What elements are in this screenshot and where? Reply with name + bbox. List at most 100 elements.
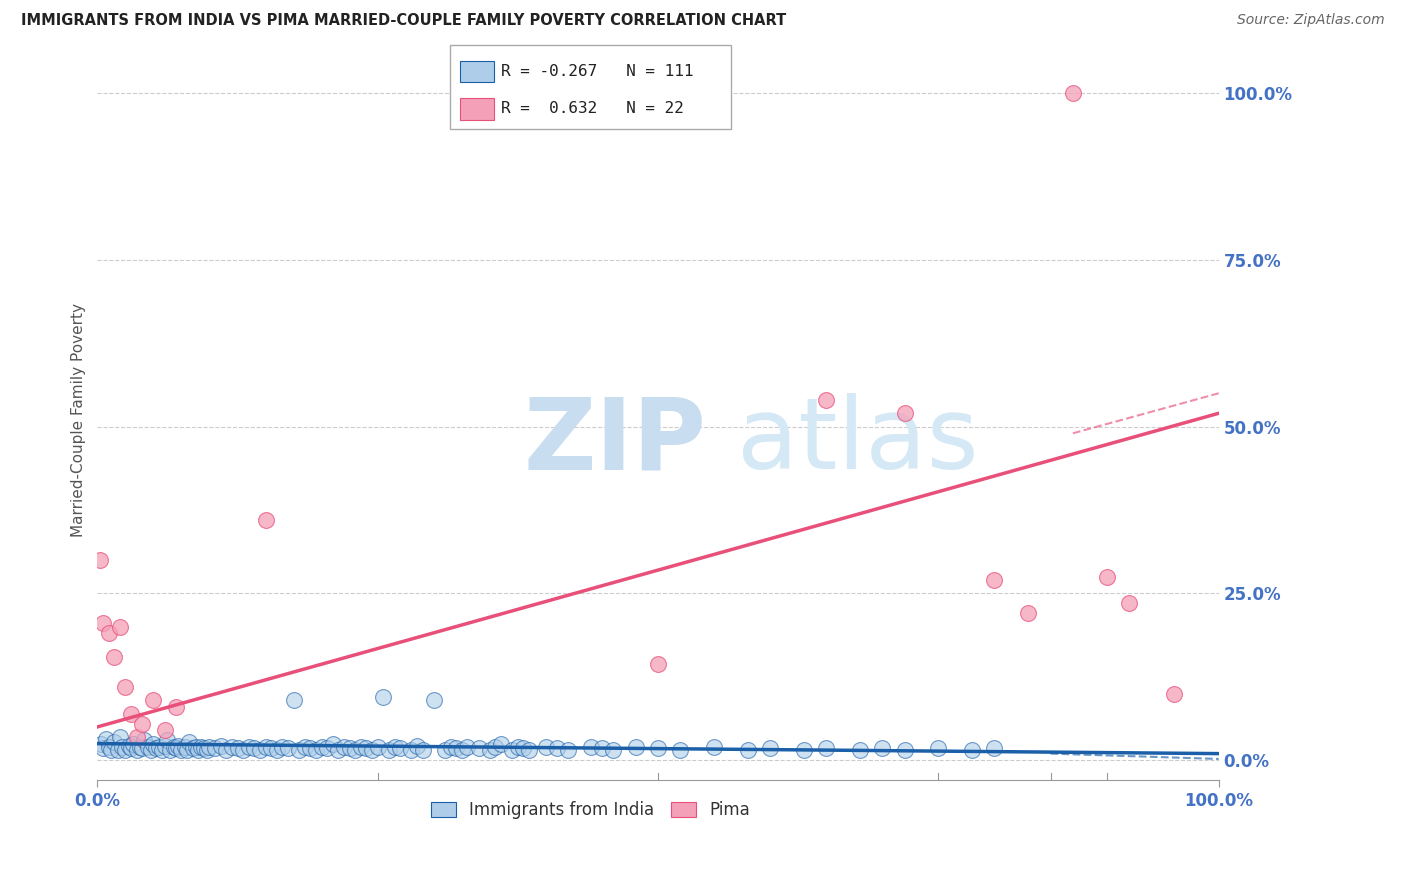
Point [356, 741, 378, 756]
Point [1118, 597, 1140, 611]
Point [557, 743, 579, 757]
Point [489, 737, 512, 751]
Point [277, 741, 299, 756]
Point [506, 739, 529, 754]
Point [195, 743, 218, 757]
Point [148, 739, 170, 754]
Point [125, 743, 148, 757]
Point [647, 741, 669, 756]
Point [1062, 86, 1084, 100]
Point [624, 739, 647, 754]
Point [793, 743, 815, 757]
Point [266, 743, 288, 757]
Point [249, 743, 271, 757]
Point [450, 743, 472, 757]
Point [361, 743, 384, 757]
Point [114, 743, 136, 757]
Point [501, 743, 523, 757]
Point [204, 741, 226, 756]
Point [512, 741, 534, 756]
Point [872, 741, 894, 756]
Point [412, 743, 434, 757]
Point [156, 733, 179, 747]
Point [423, 693, 446, 707]
Point [299, 741, 322, 756]
Point [322, 737, 344, 751]
Text: ZIP: ZIP [523, 393, 706, 490]
Point [546, 741, 568, 756]
Point [181, 741, 204, 756]
Point [153, 739, 176, 753]
Point [107, 742, 129, 756]
Point [478, 743, 501, 757]
Text: R =  0.632   N = 22: R = 0.632 N = 22 [501, 102, 683, 116]
Point [108, 620, 131, 634]
Point [401, 743, 423, 757]
Legend: Immigrants from India, Pima: Immigrants from India, Pima [425, 795, 756, 826]
Point [579, 739, 602, 754]
Text: IMMIGRANTS FROM INDIA VS PIMA MARRIED-COUPLE FAMILY POVERTY CORRELATION CHART: IMMIGRANTS FROM INDIA VS PIMA MARRIED-CO… [21, 13, 786, 29]
Point [167, 739, 190, 753]
Point [209, 739, 232, 753]
Point [703, 739, 725, 754]
Point [165, 699, 187, 714]
Point [193, 741, 215, 756]
Text: R = -0.267   N = 111: R = -0.267 N = 111 [501, 64, 693, 78]
Point [179, 734, 201, 748]
Point [433, 743, 456, 757]
Point [142, 737, 165, 751]
Point [517, 743, 540, 757]
Point [226, 741, 249, 756]
Point [647, 657, 669, 671]
Point [100, 743, 122, 757]
Point [439, 739, 461, 754]
Point [283, 693, 305, 707]
Point [305, 743, 328, 757]
Point [983, 741, 1005, 756]
Point [142, 693, 165, 707]
Point [141, 743, 163, 757]
Point [114, 680, 136, 694]
Point [927, 741, 949, 756]
Point [215, 743, 238, 757]
Point [198, 739, 221, 754]
Point [232, 743, 254, 757]
Point [960, 743, 983, 757]
Point [221, 739, 243, 754]
Point [118, 739, 141, 753]
Point [187, 743, 209, 757]
Point [131, 741, 153, 756]
Point [162, 739, 184, 754]
Point [815, 392, 838, 407]
Text: Source: ZipAtlas.com: Source: ZipAtlas.com [1237, 13, 1385, 28]
Point [131, 716, 153, 731]
Point [983, 573, 1005, 587]
Point [294, 739, 316, 754]
Point [103, 649, 125, 664]
Point [145, 741, 167, 756]
Point [150, 743, 173, 757]
Point [737, 743, 759, 757]
Point [120, 741, 142, 756]
Point [190, 739, 212, 754]
Point [271, 739, 294, 754]
Point [238, 739, 260, 754]
Point [849, 743, 872, 757]
Point [328, 743, 350, 757]
Point [125, 730, 148, 744]
Point [89, 553, 111, 567]
Point [134, 733, 156, 747]
Point [669, 743, 692, 757]
Point [96, 731, 118, 746]
Point [120, 706, 142, 721]
Point [243, 741, 266, 756]
Point [111, 739, 134, 754]
Point [333, 739, 356, 754]
Point [893, 743, 915, 757]
Point [153, 723, 176, 738]
Point [534, 739, 557, 754]
Point [367, 739, 389, 754]
Point [373, 690, 395, 704]
Point [1017, 607, 1039, 621]
Point [165, 741, 187, 756]
